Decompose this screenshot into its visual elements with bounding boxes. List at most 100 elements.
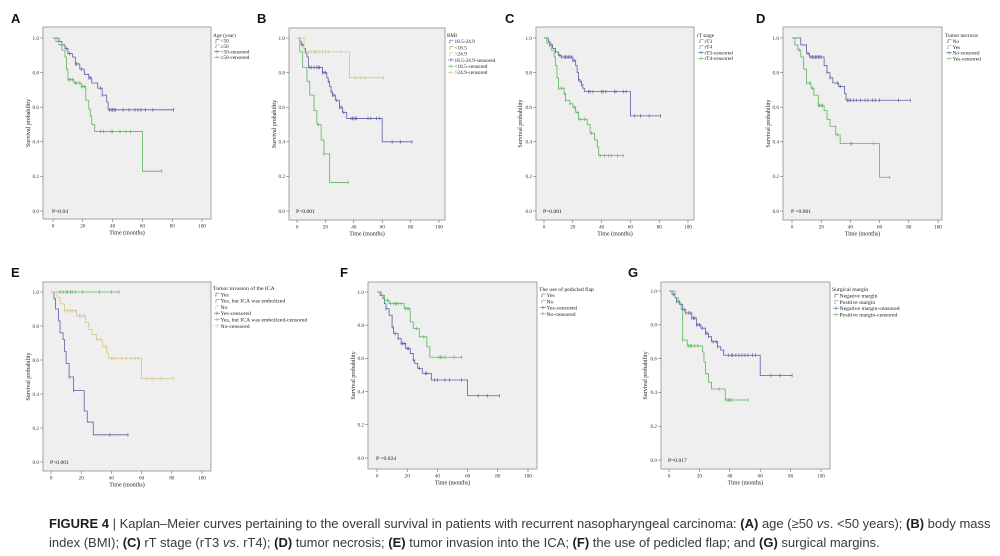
legend-censor-swatch-icon (540, 305, 546, 310)
y-tick-label: 0.4 (773, 140, 780, 146)
legend-line-swatch-icon (541, 299, 546, 304)
legend-censor-swatch-icon (214, 324, 220, 328)
legend-label: Yes-censored (221, 311, 252, 317)
caption-text-segment: | Kaplan–Meier curves pertaining to the … (108, 516, 741, 531)
legend-censor-swatch-icon (946, 51, 952, 55)
caption-line-1: FIGURE 4 | Kaplan–Meier curves pertainin… (49, 514, 994, 533)
y-tick-label: 1.0 (33, 290, 40, 296)
x-axis-title: Time (months) (349, 231, 385, 238)
x-tick-label: 60 (139, 476, 145, 482)
plot-area (367, 281, 538, 470)
caption-text-segment: age (≥50 (758, 516, 817, 531)
y-tick-label: 0.8 (33, 70, 40, 76)
panel-label: A (11, 11, 21, 26)
y-tick-label: 0.0 (526, 209, 533, 215)
legend-item: Positive margin-censored (833, 313, 898, 319)
x-tick-label: 0 (296, 225, 299, 231)
caption-bold-segment: (E) (388, 535, 406, 550)
legend-line-swatch-icon (215, 305, 220, 309)
x-tick-label: 100 (524, 474, 532, 480)
caption-bold-segment: FIGURE 4 (49, 516, 109, 531)
y-tick-label: 0.8 (651, 323, 658, 329)
legend-item: >24.9 (449, 52, 467, 58)
x-tick-label: 40 (351, 225, 357, 231)
legend-item: No-censored (540, 312, 576, 318)
legend-title: Tumor invasion of the ICA (213, 285, 276, 292)
legend-title: rT stage (697, 33, 715, 39)
legend-line-swatch-icon (699, 45, 704, 49)
legend-label: No-censored (953, 51, 980, 57)
plot-area (782, 26, 943, 221)
x-tick-label: 80 (169, 476, 175, 482)
x-tick-label: 0 (668, 474, 671, 480)
x-tick-label: 40 (848, 225, 854, 231)
p-value-annotation: P =0.024 (376, 456, 396, 462)
legend-censor-swatch-icon (448, 58, 454, 62)
legend-title: Age (year) (213, 32, 236, 39)
legend-label: No (221, 305, 228, 311)
x-tick-label: 80 (495, 474, 501, 480)
legend-line-swatch-icon (947, 45, 952, 49)
x-tick-label: 100 (198, 476, 206, 482)
legend-line-swatch-icon (449, 52, 454, 56)
legend-label: ≥50 (221, 44, 230, 50)
legend-label: Positive margin-censored (840, 313, 898, 319)
y-tick-label: 0.0 (33, 209, 40, 215)
caption-text-segment: the use of pedicled flap; and (589, 535, 760, 550)
legend-label: >24.9 (455, 52, 468, 58)
series-no (792, 37, 911, 103)
x-tick-label: 20 (323, 225, 329, 231)
caption-text-segment: surgical margins. (777, 535, 880, 550)
legend-item: Negative margin (834, 293, 878, 299)
y-tick-label: 0.8 (773, 70, 780, 76)
series-yes-but-ica-was-embolized (51, 290, 120, 294)
panel-d: D 0.0 0.2 0.4 0.6 0.8 1.0 0 20 40 60 80 100 Time (mon… (756, 11, 981, 238)
y-axis-title: Survival probability (26, 352, 32, 400)
y-axis-title: Survival probability (272, 100, 278, 148)
x-tick-label: 0 (543, 225, 546, 231)
series-yes (792, 37, 891, 180)
y-tick-label: 1.0 (773, 36, 780, 42)
caption-text-segment: vs (816, 516, 830, 531)
x-tick-label: 80 (788, 474, 794, 480)
legend-censor-swatch-icon (448, 70, 454, 75)
y-tick-label: 0.6 (33, 358, 40, 364)
y-tick-label: 1.0 (651, 289, 658, 295)
x-tick-label: 40 (599, 225, 605, 231)
series-no (377, 291, 462, 360)
y-tick-label: 0.4 (279, 140, 286, 146)
caption-text-segment: body mass (924, 516, 991, 531)
series-rt4 (544, 37, 624, 158)
legend-label: rT4 (705, 45, 713, 51)
legend-line-swatch-icon (449, 39, 454, 44)
legend-label: <18.5 (455, 45, 468, 51)
plot-area (288, 27, 446, 221)
plot-area (535, 26, 695, 221)
legend-censor-swatch-icon (214, 49, 220, 54)
y-axis-title: Survival probability (518, 99, 524, 147)
legend-line-swatch-icon (215, 299, 220, 303)
y-tick-label: 0.0 (773, 209, 780, 215)
legend-label: Negative margin-censored (840, 306, 900, 312)
legend-label: Yes, but ICA was embolized (221, 299, 286, 305)
legend-line-swatch-icon (215, 39, 220, 43)
panel-g: G 0.0 0.2 0.4 0.6 0.8 1.0 0 20 40 60 80 100 Time (mon… (628, 265, 900, 487)
x-axis-title: Time (months) (728, 480, 764, 487)
x-tick-label: 100 (934, 225, 942, 231)
p-value-annotation: P=0.04 (52, 209, 68, 215)
x-tick-label: 0 (376, 474, 379, 480)
series-yes (377, 291, 500, 398)
x-tick-label: 20 (570, 225, 576, 231)
y-tick-label: 0.6 (651, 356, 658, 362)
legend-line-swatch-icon (215, 44, 220, 49)
y-tick-label: 0.2 (358, 423, 365, 429)
panel-c: C 0.0 0.2 0.4 0.6 0.8 1.0 0 20 40 60 80 100 Time (mon… (505, 11, 733, 238)
x-tick-label: 20 (80, 224, 86, 230)
legend-label: Yes (953, 45, 961, 51)
y-tick-label: 0.4 (33, 392, 40, 398)
legend-line-swatch-icon (449, 46, 454, 50)
y-tick-label: 0.8 (526, 70, 533, 76)
plot-area (42, 281, 212, 472)
legend-label: Yes, but ICA was embolized-censored (221, 318, 308, 324)
